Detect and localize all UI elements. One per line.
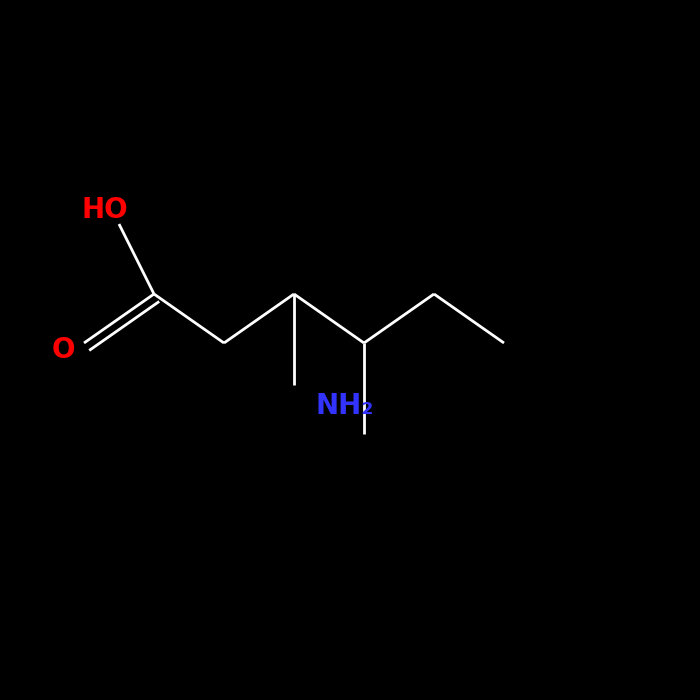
Text: HO: HO [82, 196, 128, 224]
Text: O: O [51, 336, 75, 364]
Text: NH₂: NH₂ [315, 392, 373, 420]
